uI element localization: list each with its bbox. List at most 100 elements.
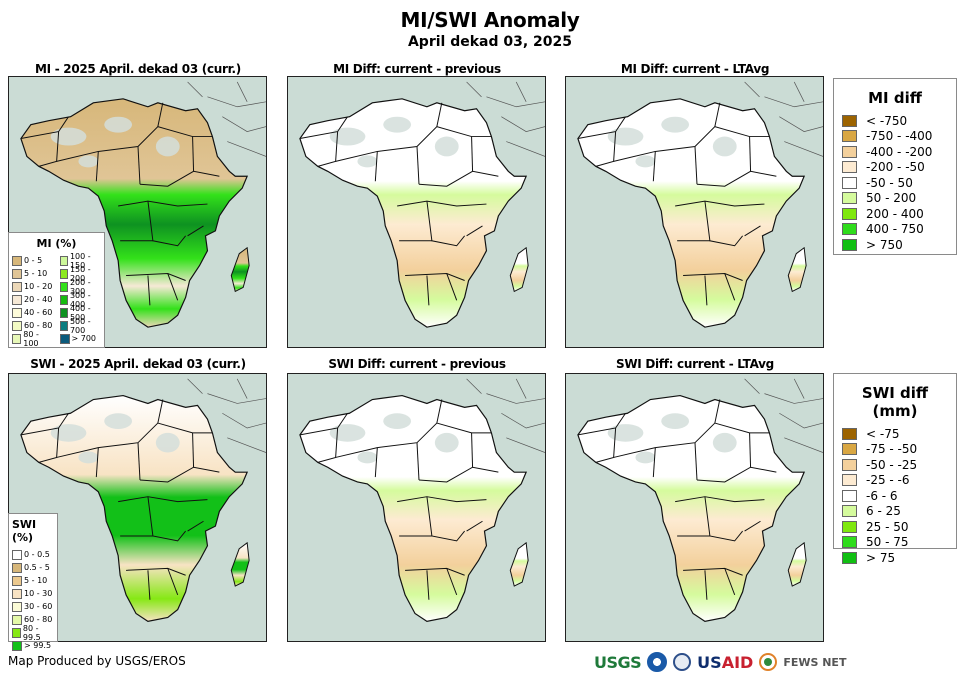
legend-label: 300 - 400 xyxy=(69,290,91,309)
country-border xyxy=(147,496,187,542)
legend-swatch xyxy=(842,505,857,518)
legend-mi-diff: MI diff < -750 -750 - -400 -400 - -200 -200… xyxy=(833,78,957,255)
legend-item: 500 - 700 xyxy=(59,316,102,335)
legend-label: 60 - 80 xyxy=(24,321,53,330)
country-border xyxy=(187,520,204,532)
legend-item: 50 - 75 xyxy=(842,535,948,551)
legend-swatch xyxy=(59,320,68,331)
legend-swatch xyxy=(12,588,22,599)
country-border xyxy=(652,151,656,182)
legend-swatch xyxy=(12,307,22,318)
legend-swatch xyxy=(12,562,22,573)
country-border xyxy=(147,201,187,247)
no-data-area xyxy=(607,127,644,146)
country-border xyxy=(694,146,698,185)
madagascar xyxy=(230,541,250,587)
legend-item: 30 - 60 xyxy=(12,600,54,613)
country-border xyxy=(675,200,765,207)
country-border xyxy=(397,200,487,207)
country-border xyxy=(724,273,736,301)
country-border xyxy=(714,399,721,424)
legend-item: -400 - -200 xyxy=(842,144,948,160)
no-data-area xyxy=(104,116,133,133)
legend-item: 10 - 20 xyxy=(12,280,54,293)
country-border xyxy=(426,275,430,306)
country-border xyxy=(167,568,179,596)
country-border xyxy=(56,126,159,162)
dhs-seal-icon xyxy=(673,653,692,671)
country-border xyxy=(157,399,164,424)
country-border xyxy=(683,567,743,576)
legend-mi-diff-items: < -750 -750 - -400 -400 - -200 -200 - -50 -5… xyxy=(842,113,948,253)
legend-item: -200 - -50 xyxy=(842,160,948,176)
neighbor-border xyxy=(236,81,248,102)
no-data-area xyxy=(50,127,87,146)
legend-label: < -75 xyxy=(866,426,900,441)
legend-swatch xyxy=(12,614,22,625)
country-border xyxy=(613,126,716,162)
legend-swatch xyxy=(59,268,68,279)
country-border xyxy=(704,570,708,600)
neighbor-border xyxy=(466,81,482,98)
madagascar xyxy=(509,541,529,587)
no-data-area xyxy=(661,116,690,133)
legend-item: -6 - 6 xyxy=(842,488,948,504)
country-border xyxy=(418,170,499,187)
legend-swatch xyxy=(842,223,857,236)
legend-label: > 700 xyxy=(71,334,97,343)
legend-label: 500 - 700 xyxy=(69,316,91,335)
legend-mi-percent-title: MI (%) xyxy=(36,237,77,250)
legend-swi-diff: SWI diff (mm) < -75 -75 - -50 -50 - -25 -25… xyxy=(833,373,957,565)
legend-item: 60 - 80 xyxy=(12,613,54,626)
legend-item: -50 - 50 xyxy=(842,175,948,191)
neighbor-border xyxy=(515,378,527,399)
country-border xyxy=(416,146,420,185)
legend-item: 5 - 10 xyxy=(12,574,54,587)
madagascar xyxy=(787,541,807,587)
country-border xyxy=(426,570,430,600)
country-border xyxy=(471,432,474,468)
panel-title-mi-diff-previous: MI Diff: current - previous xyxy=(333,62,501,76)
legend-item: -50 - -25 xyxy=(842,457,948,473)
country-border xyxy=(397,496,487,503)
legend-label: -750 - -400 xyxy=(866,129,933,144)
usgs-logo: USGS xyxy=(594,652,642,672)
country-border xyxy=(147,275,151,306)
legend-item: -75 - -50 xyxy=(842,442,948,458)
legend-swatch xyxy=(12,268,22,279)
panel-title-swi-diff-previous: SWI Diff: current - previous xyxy=(328,357,506,371)
legend-swatch xyxy=(12,601,22,612)
legend-item: 200 - 400 xyxy=(842,206,948,222)
legend-item: 0 - 5 xyxy=(12,254,54,267)
country-border xyxy=(446,273,458,301)
neighbor-border xyxy=(187,378,203,394)
map-mi-diff-ltavg xyxy=(565,76,824,348)
legend-item: > 99.5 xyxy=(12,639,54,652)
legend-swatch xyxy=(842,207,857,220)
neighbor-border xyxy=(793,81,805,102)
legend-item: 100 - 150 xyxy=(59,252,102,270)
no-data-area xyxy=(104,413,133,429)
neighbor-border xyxy=(784,141,823,157)
no-data-area xyxy=(383,116,412,133)
legend-item: 80 - 99.5 xyxy=(12,624,54,642)
legend-label: -200 - -50 xyxy=(866,160,925,175)
legend-label: 5 - 10 xyxy=(24,269,48,278)
legend-item: -25 - -6 xyxy=(842,473,948,489)
neighbor-border xyxy=(744,81,760,98)
legend-swatch xyxy=(842,536,857,549)
neighbor-border xyxy=(784,437,823,453)
neighbor-border xyxy=(501,116,545,132)
legend-item: 60 - 80 xyxy=(12,319,54,332)
country-border xyxy=(167,273,179,301)
country-border xyxy=(416,442,420,481)
legend-swatch xyxy=(842,161,857,174)
neighbor-border xyxy=(222,412,266,429)
legend-swatch xyxy=(12,333,22,344)
legend-swatch xyxy=(59,255,68,266)
country-border xyxy=(95,151,99,182)
neighbor-border xyxy=(779,116,823,132)
legend-swatch xyxy=(842,192,857,205)
map-mi-diff-previous xyxy=(287,76,546,348)
neighbor-border xyxy=(744,378,760,394)
